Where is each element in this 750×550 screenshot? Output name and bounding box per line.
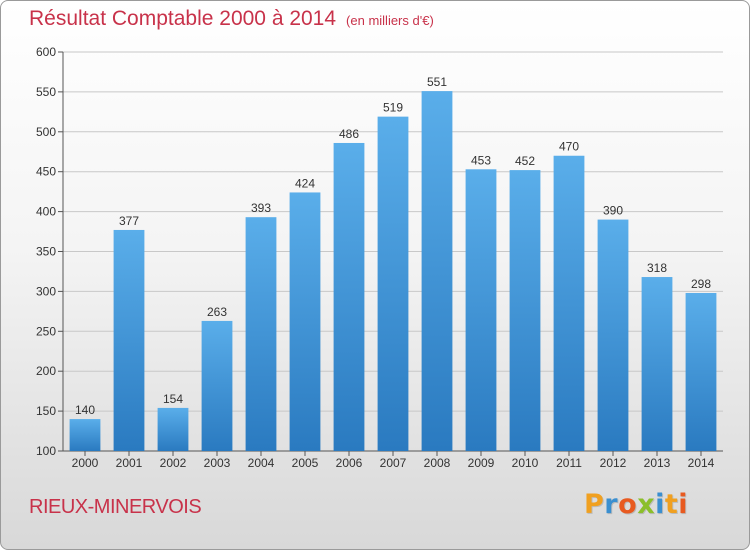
y-tick-label: 450 — [36, 165, 56, 179]
commune-name: RIEUX-MINERVOIS — [29, 496, 202, 518]
bar-2009 — [465, 169, 497, 451]
value-label-2004: 393 — [251, 201, 271, 215]
value-label-2001: 377 — [119, 214, 139, 228]
bar-2005 — [289, 192, 321, 451]
value-label-2006: 486 — [339, 127, 359, 141]
x-tick-label-2005: 2005 — [292, 456, 319, 470]
bar-2010 — [509, 170, 541, 451]
y-tick-label: 250 — [36, 324, 56, 338]
bars — [69, 91, 717, 452]
x-tick-label-2010: 2010 — [512, 456, 539, 470]
logo-letter: t — [664, 489, 679, 520]
value-label-2000: 140 — [75, 403, 95, 417]
proxiti-logo[interactable]: Proxiti — [584, 489, 688, 520]
x-tick-label-2000: 2000 — [72, 456, 99, 470]
logo-letter: r — [604, 489, 619, 520]
y-tick-label: 500 — [36, 125, 56, 139]
value-label-2003: 263 — [207, 305, 227, 319]
logo-letter: i — [678, 489, 689, 520]
chart-title: Résultat Comptable 2000 à 2014 (en millie… — [29, 7, 434, 31]
bar-2014 — [685, 292, 717, 451]
x-tick-label-2002: 2002 — [160, 456, 187, 470]
x-tick-label-2003: 2003 — [204, 456, 231, 470]
x-tick-label-2001: 2001 — [116, 456, 143, 470]
bar-2003 — [201, 320, 233, 451]
bar-2008 — [421, 91, 453, 452]
y-tick-label: 350 — [36, 245, 56, 259]
x-tick-label-2006: 2006 — [336, 456, 363, 470]
y-tick-label: 600 — [36, 45, 56, 59]
x-tick-label-2009: 2009 — [468, 456, 495, 470]
y-tick-label: 200 — [36, 364, 56, 378]
bar-2000 — [69, 419, 101, 451]
logo-letter: P — [584, 489, 605, 520]
bar-2002 — [157, 407, 189, 451]
y-tick-label: 300 — [36, 284, 56, 298]
x-tick-label-2008: 2008 — [424, 456, 451, 470]
x-tick-label-2004: 2004 — [248, 456, 275, 470]
y-tick-label: 550 — [36, 85, 56, 99]
value-label-2007: 519 — [383, 101, 403, 115]
chart-subtitle: (en milliers d'€) — [346, 13, 434, 28]
logo-letter: x — [637, 489, 656, 520]
value-label-2011: 470 — [559, 140, 579, 154]
value-label-2009: 453 — [471, 153, 491, 167]
x-tick-label-2012: 2012 — [600, 456, 627, 470]
bar-2001 — [113, 229, 145, 451]
bar-2007 — [377, 116, 409, 451]
x-tick-label-2011: 2011 — [556, 456, 582, 470]
x-tick-label-2007: 2007 — [380, 456, 407, 470]
y-tick-label: 400 — [36, 205, 56, 219]
value-label-2014: 298 — [691, 277, 711, 291]
chart-title-text: Résultat Comptable 2000 à 2014 — [29, 7, 337, 30]
bar-2006 — [333, 142, 365, 452]
y-tick-label: 150 — [36, 404, 56, 418]
x-tick-label-2014: 2014 — [688, 456, 715, 470]
value-label-2005: 424 — [295, 176, 315, 190]
bar-2012 — [597, 219, 629, 451]
value-label-2012: 390 — [603, 204, 623, 218]
data-labels: 140 377 154 263 393 424 486 519 551 453 452 470 390 3… — [75, 75, 711, 417]
value-label-2010: 452 — [515, 154, 535, 168]
bar-2013 — [641, 277, 673, 451]
bar-2004 — [245, 217, 277, 451]
value-label-2008: 551 — [427, 75, 447, 89]
value-label-2002: 154 — [163, 392, 183, 406]
value-label-2013: 318 — [647, 261, 667, 275]
bar-2011 — [553, 155, 585, 452]
x-tick-label-2013: 2013 — [644, 456, 671, 470]
y-tick-label: 100 — [36, 444, 56, 458]
logo-letter: i — [655, 489, 665, 520]
logo-letter: o — [618, 489, 638, 520]
